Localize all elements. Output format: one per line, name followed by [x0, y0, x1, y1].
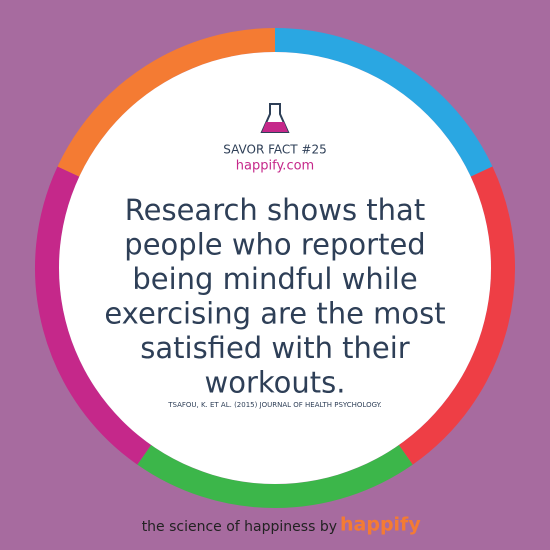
ring-segment	[274, 28, 493, 177]
fact-line: people who reported	[124, 228, 425, 262]
fact-line: workouts.	[205, 366, 346, 400]
brand: happify	[340, 514, 421, 536]
inner-circle	[59, 52, 491, 484]
ring-segment	[57, 28, 276, 177]
citation: TSAFOU, K. ET AL. (2015) JOURNAL OF HEAL…	[167, 401, 382, 409]
fact-line: satisfied with their	[140, 331, 410, 365]
ring	[35, 28, 515, 508]
ring-segment	[35, 166, 152, 465]
flask-icon	[260, 103, 290, 133]
fact-line: being mindful while	[132, 262, 417, 296]
site-link: happify.com	[236, 159, 314, 174]
fact-line: Research shows that	[125, 193, 425, 227]
tagline: the science of happiness by	[142, 519, 337, 535]
fact-line: exercising are the most	[104, 297, 445, 331]
flask-liquid	[262, 122, 288, 132]
ring-segment	[137, 444, 413, 508]
fact-label: SAVOR FACT #25	[223, 143, 327, 157]
ring-segment	[398, 166, 515, 465]
